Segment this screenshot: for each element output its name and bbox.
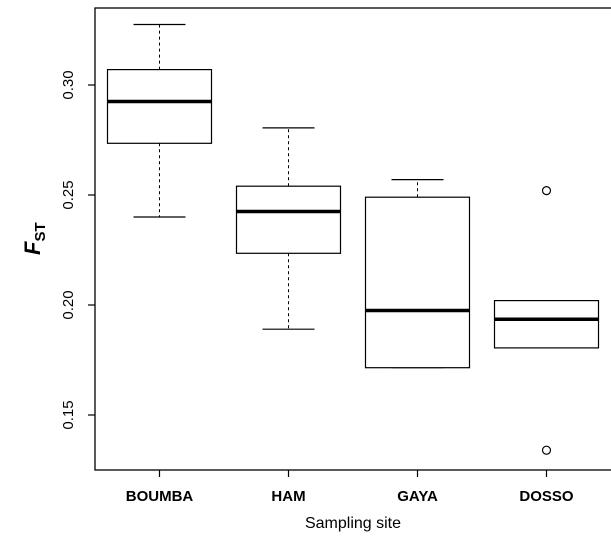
outlier-point [541,445,552,455]
boxes-layer [106,23,600,455]
box-dosso [493,186,600,455]
y-tick-label: 0.20 [60,290,77,319]
x-tick-label: GAYA [397,488,438,505]
iqr-box [235,185,342,254]
y-axis-title: FST [20,222,49,255]
x-tick-label: HAM [271,488,305,505]
y-axis: 0.15 0.20 0.25 0.30 [60,70,95,430]
iqr-box [493,300,600,349]
y-tick-label: 0.30 [60,70,77,99]
y-tick-label: 0.15 [60,400,77,429]
box-gaya [364,179,471,369]
y-tick-label: 0.25 [60,180,77,209]
iqr-box [364,196,471,369]
box-ham [235,127,342,330]
iqr-box [106,68,213,144]
box-boumba [106,23,213,218]
y-axis-title-subscript: ST [32,222,49,241]
x-axis-title: Sampling site [305,515,401,532]
y-axis-title-main: F [20,241,45,255]
outlier-point [541,186,552,196]
x-tick-label: BOUMBA [126,488,194,505]
x-axis: BOUMBA HAM GAYA DOSSO [126,470,574,505]
plot-frame [94,7,611,471]
x-tick-label: DOSSO [519,488,574,505]
